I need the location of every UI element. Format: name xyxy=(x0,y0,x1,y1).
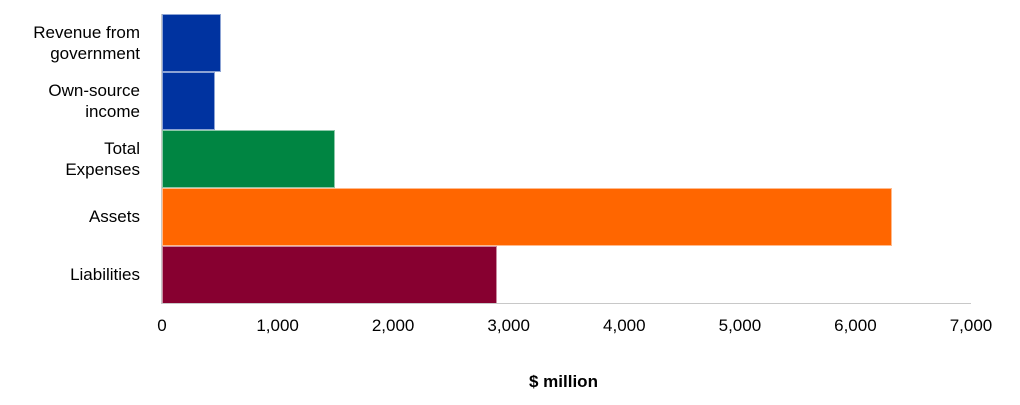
x-axis-line xyxy=(162,303,971,304)
x-tick-label: 4,000 xyxy=(603,316,646,335)
x-tick-label: 1,000 xyxy=(256,316,299,335)
x-tick-label: 5,000 xyxy=(718,316,762,335)
y-axis-line xyxy=(161,14,162,304)
bar-revenue-from-government xyxy=(162,14,221,72)
x-axis-title: $ million xyxy=(529,372,598,391)
label-line: government xyxy=(50,44,140,63)
bar-assets xyxy=(162,188,892,246)
category-label-liabilities: Liabilities xyxy=(0,264,140,285)
x-tick-label: 2,000 xyxy=(371,316,415,335)
label-line: Assets xyxy=(88,207,140,226)
label-line: Liabilities xyxy=(70,265,140,284)
label-line: Revenue from xyxy=(33,23,140,42)
label-line: Total xyxy=(104,139,140,158)
category-label-own-source-income: Own-source income xyxy=(0,80,140,122)
x-tick-label: 7,000 xyxy=(949,316,993,335)
category-label-assets: Assets xyxy=(0,206,140,227)
bar-total-expenses xyxy=(162,130,336,188)
label-line: Own-source xyxy=(48,81,140,100)
category-label-revenue-from-government: Revenue from government xyxy=(0,22,140,64)
x-tick-label: 6,000 xyxy=(834,316,877,335)
bar-liabilities xyxy=(162,246,498,304)
label-line: Expenses xyxy=(65,160,140,179)
bar-own-source-income xyxy=(162,72,216,130)
x-tick-label: 0 xyxy=(157,316,167,335)
category-label-total-expenses: Total Expenses xyxy=(0,138,140,180)
label-line: income xyxy=(85,102,140,121)
x-tick-label: 3,000 xyxy=(487,316,530,335)
